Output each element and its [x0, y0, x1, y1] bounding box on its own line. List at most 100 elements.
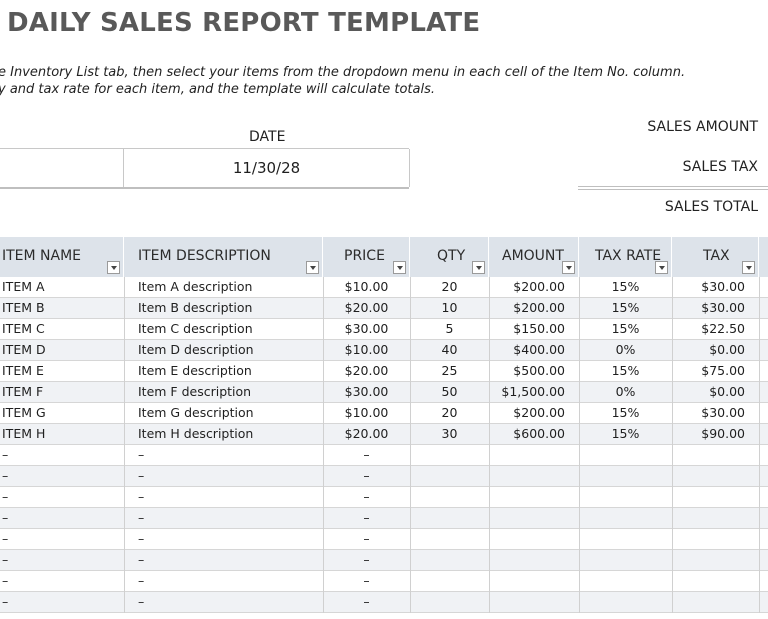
cell-qty[interactable]	[410, 571, 489, 591]
cell-tax[interactable]: $30.00	[701, 279, 745, 294]
cell-tax[interactable]	[672, 592, 745, 612]
cell-amount[interactable]: $200.00	[513, 300, 565, 315]
cell-qty[interactable]: 10	[441, 300, 458, 315]
cell-qty[interactable]	[410, 550, 489, 570]
cell-amount[interactable]	[489, 529, 565, 549]
cell-qty[interactable]	[410, 466, 489, 486]
cell-rate[interactable]	[579, 445, 672, 465]
date-value[interactable]: 11/30/28	[124, 149, 410, 187]
cell-tax[interactable]: $30.00	[701, 300, 745, 315]
cell-rate[interactable]	[579, 529, 672, 549]
cell-tax[interactable]	[672, 466, 745, 486]
cell-rate[interactable]: 0%	[615, 342, 636, 357]
filter-dropdown-icon[interactable]	[306, 261, 319, 274]
cell-rate[interactable]	[579, 508, 672, 528]
cell-qty[interactable]	[410, 529, 489, 549]
cell-rate[interactable]	[579, 550, 672, 570]
cell-desc[interactable]: Item B description	[138, 300, 253, 315]
cell-tax[interactable]: $0.00	[709, 342, 745, 357]
cell-tax[interactable]: $75.00	[701, 363, 745, 378]
cell-amount[interactable]: $200.00	[513, 279, 565, 294]
cell-desc[interactable]: Item E description	[138, 363, 252, 378]
cell-desc[interactable]: –	[138, 468, 145, 483]
cell-desc[interactable]: –	[138, 489, 145, 504]
cell-tax[interactable]	[672, 550, 745, 570]
cell-qty[interactable]: 30	[441, 426, 458, 441]
cell-name[interactable]: –	[2, 531, 9, 546]
cell-qty[interactable]	[410, 508, 489, 528]
cell-tax[interactable]	[672, 508, 745, 528]
cell-tax[interactable]: $30.00	[701, 405, 745, 420]
cell-name[interactable]: –	[2, 447, 9, 462]
cell-qty[interactable]	[410, 445, 489, 465]
cell-name[interactable]: –	[2, 489, 9, 504]
cell-name[interactable]: ITEM H	[2, 426, 46, 441]
cell-tax[interactable]	[672, 529, 745, 549]
cell-rate[interactable]: 15%	[611, 300, 640, 315]
cell-desc[interactable]: Item H description	[138, 426, 254, 441]
cell-tax[interactable]: $22.50	[701, 321, 745, 336]
cell-name[interactable]: –	[2, 510, 9, 525]
cell-amount[interactable]	[489, 445, 565, 465]
filter-dropdown-icon[interactable]	[562, 261, 575, 274]
cell-amount[interactable]: $400.00	[513, 342, 565, 357]
cell-price[interactable]: –	[363, 489, 370, 504]
cell-desc[interactable]: –	[138, 573, 145, 588]
cell-amount[interactable]: $150.00	[513, 321, 565, 336]
cell-qty[interactable]: 20	[441, 279, 458, 294]
cell-amount[interactable]: $500.00	[513, 363, 565, 378]
header-item-name[interactable]: ITEM NAME	[0, 237, 124, 277]
header-tax[interactable]: TAX	[672, 237, 759, 277]
cell-rate[interactable]: 15%	[611, 321, 640, 336]
cell-desc[interactable]: –	[138, 531, 145, 546]
cell-desc[interactable]: Item F description	[138, 384, 252, 399]
cell-price[interactable]: $10.00	[344, 405, 389, 420]
cell-rate[interactable]: 0%	[615, 384, 636, 399]
cell-name[interactable]: –	[2, 594, 9, 609]
cell-desc[interactable]: Item D description	[138, 342, 254, 357]
cell-rate[interactable]	[579, 487, 672, 507]
cell-tax[interactable]: $0.00	[709, 384, 745, 399]
cell-price[interactable]: –	[363, 447, 370, 462]
cell-rate[interactable]: 15%	[611, 405, 640, 420]
cell-qty[interactable]	[410, 487, 489, 507]
cell-desc[interactable]: –	[138, 594, 145, 609]
cell-rate[interactable]: 15%	[611, 363, 640, 378]
filter-dropdown-icon[interactable]	[472, 261, 485, 274]
header-tax-rate[interactable]: TAX RATE	[579, 237, 672, 277]
cell-name[interactable]: –	[2, 552, 9, 567]
cell-tax[interactable]	[672, 445, 745, 465]
cell-price[interactable]: –	[363, 468, 370, 483]
cell-name[interactable]: ITEM G	[2, 405, 46, 420]
header-price[interactable]: PRICE	[323, 237, 410, 277]
cell-price[interactable]: –	[363, 594, 370, 609]
cell-name[interactable]: ITEM E	[2, 363, 44, 378]
header-item-description[interactable]: ITEM DESCRIPTION	[124, 237, 323, 277]
header-amount[interactable]: AMOUNT	[489, 237, 579, 277]
filter-dropdown-icon[interactable]	[107, 261, 120, 274]
cell-rate[interactable]: 15%	[611, 426, 640, 441]
cell-qty[interactable]: 5	[445, 321, 454, 336]
cell-qty[interactable]: 40	[441, 342, 458, 357]
cell-price[interactable]: $30.00	[344, 384, 389, 399]
filter-dropdown-icon[interactable]	[655, 261, 668, 274]
cell-rate[interactable]	[579, 592, 672, 612]
filter-dropdown-icon[interactable]	[393, 261, 406, 274]
cell-qty[interactable]: 50	[441, 384, 458, 399]
cell-rate[interactable]	[579, 466, 672, 486]
cell-desc[interactable]: –	[138, 447, 145, 462]
cell-price[interactable]: $30.00	[344, 321, 389, 336]
cell-tax[interactable]: $90.00	[701, 426, 745, 441]
cell-rate[interactable]: 15%	[611, 279, 640, 294]
cell-price[interactable]: –	[363, 573, 370, 588]
cell-tax[interactable]	[672, 571, 745, 591]
cell-price[interactable]: –	[363, 510, 370, 525]
cell-qty[interactable]: 25	[441, 363, 458, 378]
cell-price[interactable]: –	[363, 552, 370, 567]
cell-amount[interactable]: $600.00	[513, 426, 565, 441]
cell-desc[interactable]: –	[138, 510, 145, 525]
cell-amount[interactable]	[489, 592, 565, 612]
cell-desc[interactable]: Item A description	[138, 279, 253, 294]
cell-desc[interactable]: Item C description	[138, 321, 253, 336]
cell-name[interactable]: ITEM A	[2, 279, 45, 294]
